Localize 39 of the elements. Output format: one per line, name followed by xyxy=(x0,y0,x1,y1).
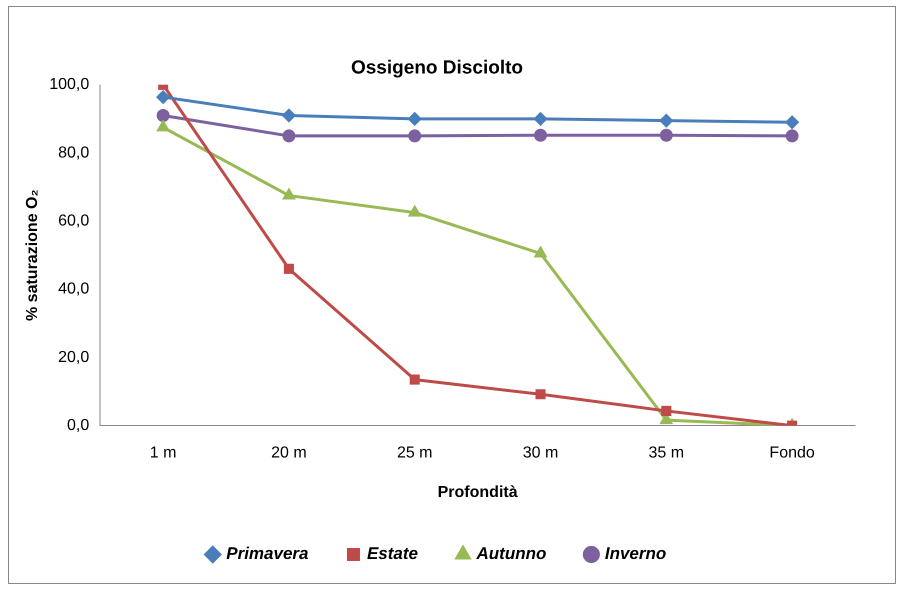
y-tick-label: 100,0 xyxy=(49,76,90,94)
legend-label: Primavera xyxy=(226,544,308,564)
x-tick-label: 1 m xyxy=(150,444,176,462)
point xyxy=(534,246,546,258)
chart-title: Ossigeno Disciolto xyxy=(350,58,524,79)
point xyxy=(534,112,548,126)
point xyxy=(786,129,799,142)
legend-label: Estate xyxy=(366,544,418,564)
y-tick-label: 80,0 xyxy=(58,144,90,162)
x-axis-title: Profondità xyxy=(438,484,518,501)
legend-label: Autunno xyxy=(475,544,546,564)
point xyxy=(283,189,295,200)
point xyxy=(661,406,672,416)
point xyxy=(282,129,296,142)
point xyxy=(535,389,546,400)
point xyxy=(534,128,548,142)
point xyxy=(156,108,170,122)
point xyxy=(157,120,169,132)
y-tick-label: 40,0 xyxy=(58,280,90,298)
point xyxy=(786,116,799,129)
x-tick-label: 20 m xyxy=(271,444,307,462)
point xyxy=(410,374,420,385)
point xyxy=(660,114,673,128)
x-tick-label: Fondo xyxy=(769,444,815,462)
y-axis-title: % saturazione O₂ xyxy=(24,189,42,321)
point xyxy=(408,112,422,126)
x-tick-label: 30 m xyxy=(522,444,558,462)
point xyxy=(284,264,294,274)
x-tick-label: 35 m xyxy=(648,444,684,462)
y-tick-label: 20,0 xyxy=(58,348,90,366)
y-tick-label: 60,0 xyxy=(58,212,90,230)
point xyxy=(156,90,170,104)
point xyxy=(282,108,296,122)
point xyxy=(660,128,673,142)
x-tick-label: 25 m xyxy=(396,444,433,462)
point xyxy=(408,129,422,142)
legend-label: Inverno xyxy=(604,544,666,564)
y-tick-label: 0,0 xyxy=(66,417,90,434)
point xyxy=(408,206,421,217)
